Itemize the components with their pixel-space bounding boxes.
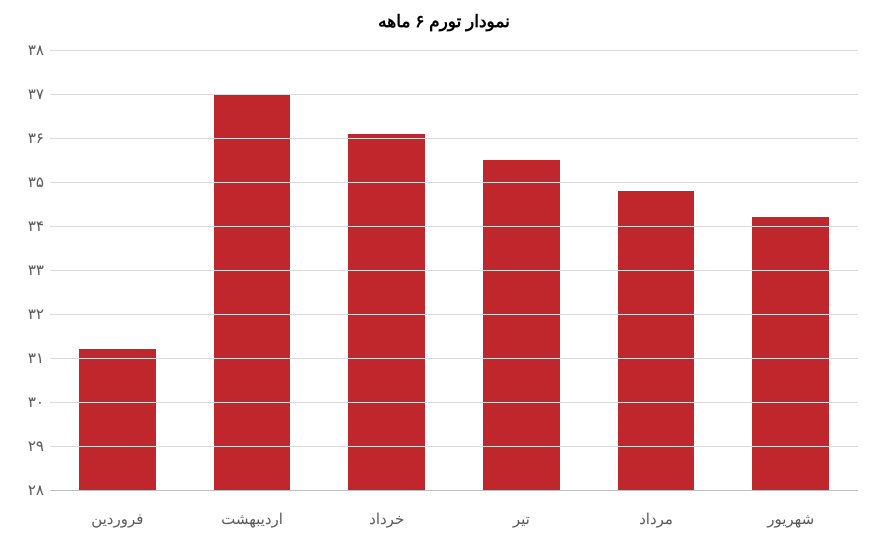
x-tick-label: فروردین	[50, 510, 185, 528]
x-tick-label: تیر	[454, 510, 589, 528]
bar	[79, 349, 156, 490]
bar	[483, 160, 560, 490]
y-tick-label: ۳۸	[10, 41, 44, 59]
x-tick-label: اردیبهشت	[185, 510, 320, 528]
grid-line	[50, 182, 858, 183]
grid-line	[50, 446, 858, 447]
y-tick-label: ۳۲	[10, 305, 44, 323]
grid-line	[50, 50, 858, 51]
x-axis-baseline	[50, 490, 858, 491]
x-tick-label: شهریور	[723, 510, 858, 528]
bar	[214, 94, 291, 490]
bar	[752, 217, 829, 490]
grid-line	[50, 94, 858, 95]
bar	[348, 134, 425, 490]
x-axis-labels: فروردیناردیبهشتخردادتیرمردادشهریور	[50, 510, 858, 528]
y-tick-label: ۳۶	[10, 129, 44, 147]
y-tick-label: ۳۰	[10, 393, 44, 411]
chart-title: نمودار تورم ۶ ماهه	[0, 0, 888, 40]
y-tick-label: ۳۷	[10, 85, 44, 103]
grid-line	[50, 270, 858, 271]
grid-line	[50, 402, 858, 403]
grid-line	[50, 314, 858, 315]
y-tick-label: ۳۵	[10, 173, 44, 191]
y-tick-label: ۳۱	[10, 349, 44, 367]
x-tick-label: مرداد	[589, 510, 724, 528]
y-tick-label: ۲۸	[10, 481, 44, 499]
x-tick-label: خرداد	[319, 510, 454, 528]
plot-area: ۲۸۲۹۳۰۳۱۳۲۳۳۳۴۳۵۳۶۳۷۳۸	[50, 50, 858, 490]
grid-line	[50, 226, 858, 227]
chart-area: ۲۸۲۹۳۰۳۱۳۲۳۳۳۴۳۵۳۶۳۷۳۸ فروردیناردیبهشتخر…	[0, 40, 888, 540]
y-tick-label: ۳۴	[10, 217, 44, 235]
y-tick-label: ۳۳	[10, 261, 44, 279]
grid-line	[50, 358, 858, 359]
y-tick-label: ۲۹	[10, 437, 44, 455]
grid-line	[50, 138, 858, 139]
